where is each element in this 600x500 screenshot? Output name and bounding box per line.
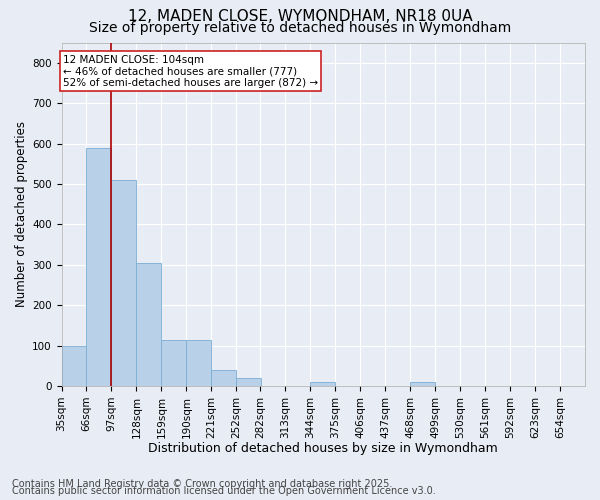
- Bar: [161, 340, 187, 386]
- Bar: [187, 340, 211, 386]
- Bar: [211, 370, 236, 386]
- X-axis label: Distribution of detached houses by size in Wymondham: Distribution of detached houses by size …: [148, 442, 498, 455]
- Bar: [410, 382, 435, 386]
- Bar: [86, 148, 112, 386]
- Bar: [136, 262, 161, 386]
- Text: 12 MADEN CLOSE: 104sqm
← 46% of detached houses are smaller (777)
52% of semi-de: 12 MADEN CLOSE: 104sqm ← 46% of detached…: [63, 54, 318, 88]
- Y-axis label: Number of detached properties: Number of detached properties: [15, 121, 28, 307]
- Text: Contains HM Land Registry data © Crown copyright and database right 2025.: Contains HM Land Registry data © Crown c…: [12, 479, 392, 489]
- Text: Size of property relative to detached houses in Wymondham: Size of property relative to detached ho…: [89, 21, 511, 35]
- Bar: [310, 382, 335, 386]
- Text: Contains public sector information licensed under the Open Government Licence v3: Contains public sector information licen…: [12, 486, 436, 496]
- Bar: [236, 378, 261, 386]
- Bar: [112, 180, 136, 386]
- Text: 12, MADEN CLOSE, WYMONDHAM, NR18 0UA: 12, MADEN CLOSE, WYMONDHAM, NR18 0UA: [128, 9, 472, 24]
- Bar: [62, 346, 86, 386]
